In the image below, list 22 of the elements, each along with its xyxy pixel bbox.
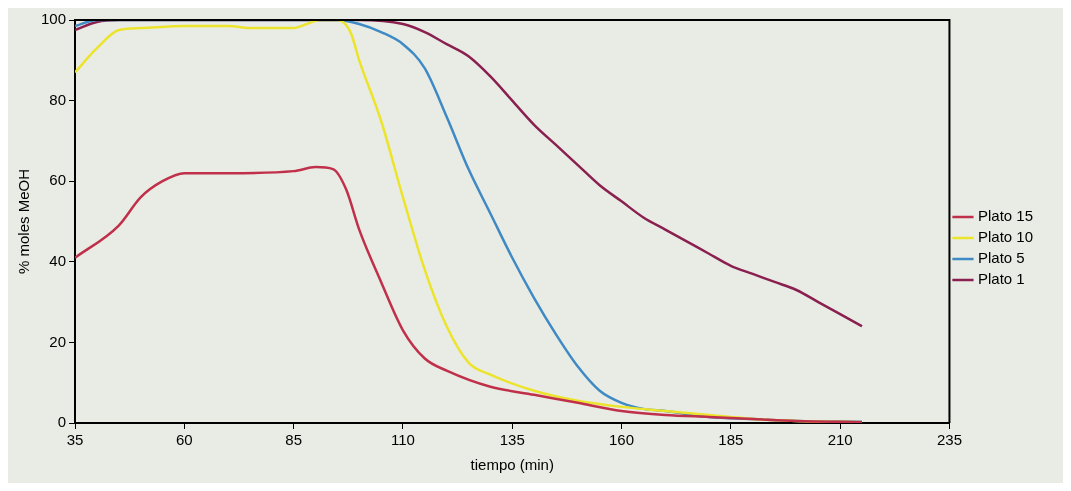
legend-label: Plato 1	[977, 270, 1025, 288]
y-axis-title: % moles MeOH	[15, 168, 33, 275]
x-tick-label: 110	[390, 431, 415, 449]
x-axis-title: tiempo (min)	[470, 456, 554, 474]
y-tick-label: 0	[57, 413, 67, 431]
y-tick-label: 20	[49, 332, 67, 350]
y-tick-label: 80	[49, 90, 67, 108]
y-tick-label: 100	[41, 10, 67, 28]
line-series	[75, 165, 864, 423]
x-tick-label: 235	[936, 431, 962, 449]
x-tick-label: 85	[285, 431, 302, 449]
legend-label: Plato 10	[977, 228, 1034, 246]
x-tick-label: 60	[175, 431, 193, 449]
x-tick-label: 135	[499, 431, 525, 449]
x-tick-label: 160	[609, 431, 635, 449]
y-tick-label: 40	[49, 251, 67, 269]
legend-label: Plato 15	[977, 207, 1034, 225]
x-tick-label: 210	[827, 431, 853, 449]
x-tick-label: 35	[66, 431, 84, 449]
legend-label: Plato 5	[977, 249, 1025, 267]
y-tick-label: 60	[49, 171, 67, 189]
x-tick-label: 185	[718, 431, 744, 449]
